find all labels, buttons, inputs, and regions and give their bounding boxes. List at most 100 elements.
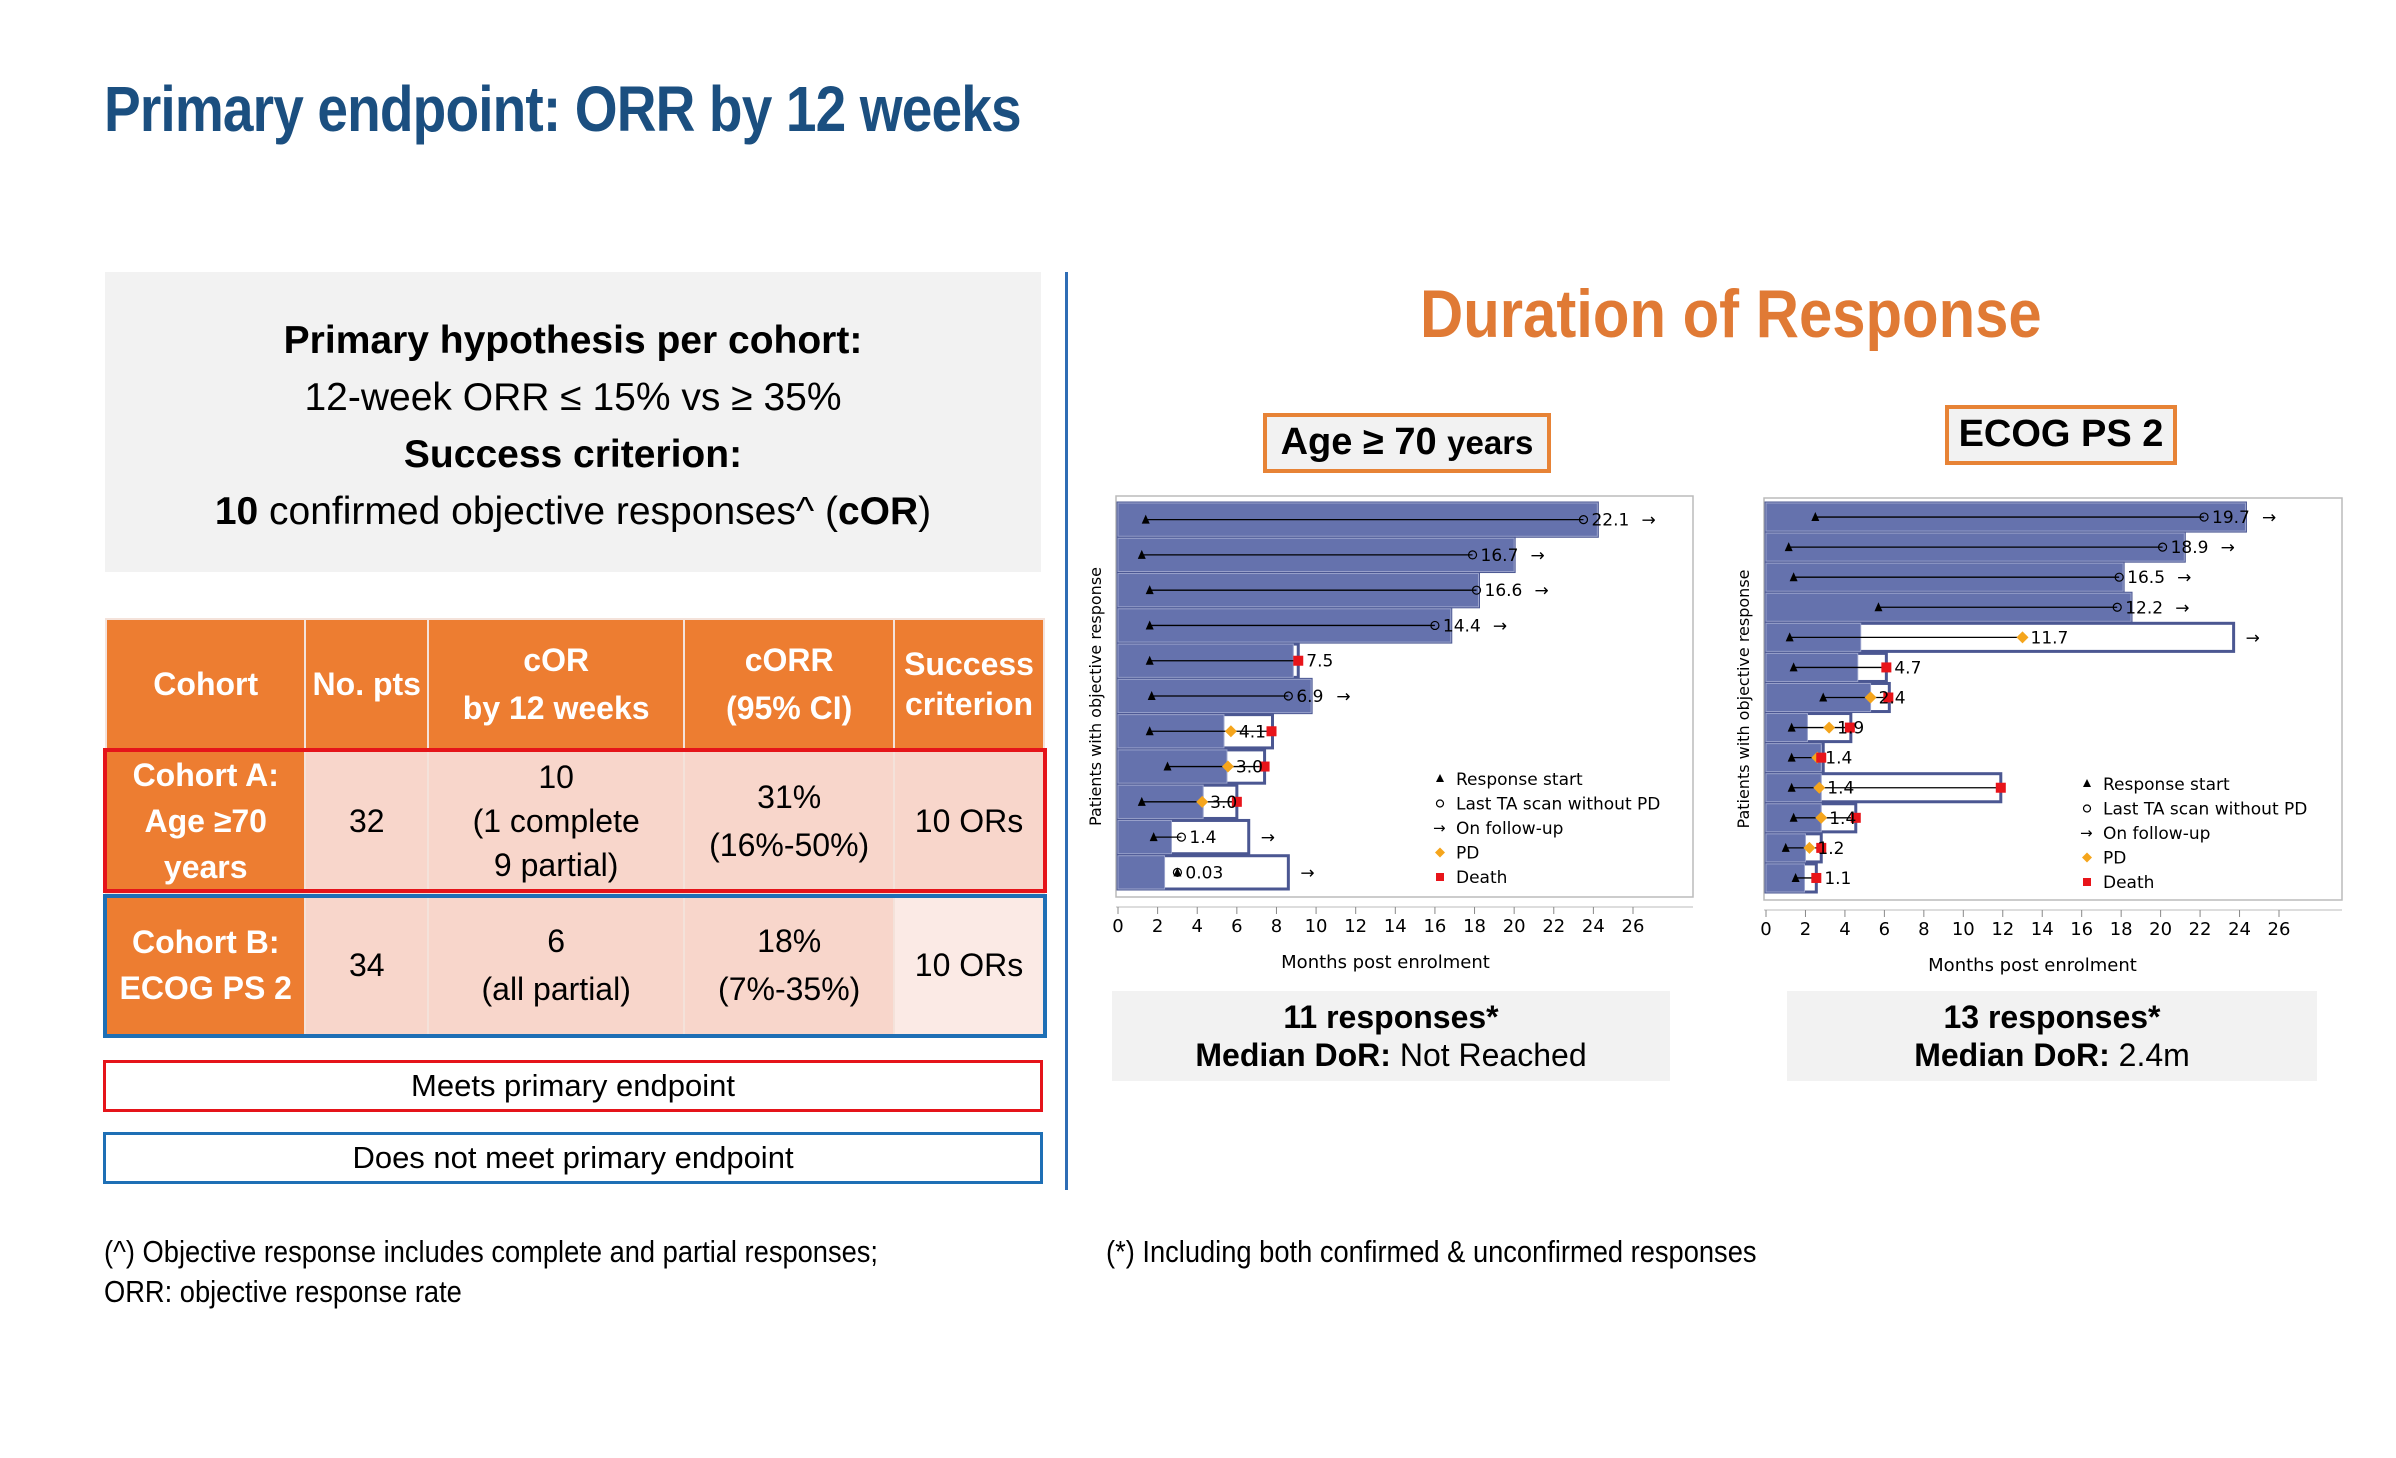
pd-marker xyxy=(1813,781,1826,794)
duration-label: 0.03 xyxy=(1185,863,1223,883)
response-start-marker xyxy=(1145,585,1154,595)
divider xyxy=(1065,272,1068,1190)
duration-label: 12.2 xyxy=(2125,598,2163,618)
response-start-marker xyxy=(1145,620,1154,630)
cohort-cell: Cohort A: Age ≥70 years xyxy=(104,748,307,894)
duration-label: 1.1 xyxy=(1824,869,1851,889)
death-marker xyxy=(1811,872,1822,883)
table-row-cohort-a: Cohort A: Age ≥70 years 32 10 (1 complete 9 … xyxy=(104,748,1045,894)
hypothesis-heading: Primary hypothesis per cohort: xyxy=(283,319,863,362)
follow-up-arrow: → xyxy=(1300,863,1314,883)
death-marker xyxy=(1266,726,1277,737)
x-tick-label: 14 xyxy=(1384,916,1407,937)
legend-label: PD xyxy=(2103,849,2126,869)
legend-label: Response start xyxy=(1456,770,1583,790)
last-scan-marker xyxy=(2157,542,2168,552)
duration-label: 22.1 xyxy=(1591,511,1629,531)
legend-circle-icon xyxy=(1435,799,1445,808)
summary-age: 11 responses* Median DoR: Not Reached xyxy=(1112,991,1670,1081)
x-tick-label: 12 xyxy=(1991,919,2014,940)
x-tick-label: 8 xyxy=(1918,919,1929,940)
corr-cell: 31% (16%-50%) xyxy=(683,748,896,894)
x-tick-label: 2 xyxy=(1152,916,1163,937)
legend-triangle-icon xyxy=(1436,774,1444,782)
legend-arrow-icon: → xyxy=(1433,819,1446,837)
legend-circle-icon xyxy=(2082,804,2092,813)
response-start-marker xyxy=(1791,872,1800,882)
y-axis-label: Patients with objective response xyxy=(1086,567,1105,826)
follow-up-arrow: → xyxy=(2221,538,2235,558)
duration-label: 14.4 xyxy=(1443,616,1481,636)
cohort-cell: Cohort B: ECOG PS 2 xyxy=(104,892,307,1038)
success-heading: Success criterion: xyxy=(403,433,743,476)
pd-marker xyxy=(1864,691,1877,704)
legend-square-icon xyxy=(2083,878,2091,886)
response-start-marker xyxy=(1145,655,1154,665)
hypothesis-box: Primary hypothesis per cohort: 12-week O… xyxy=(105,272,1041,572)
success-cell: 10 ORs xyxy=(893,748,1045,894)
x-tick-label: 0 xyxy=(1112,916,1123,937)
duration-label: 1.4 xyxy=(1827,779,1854,799)
x-tick-label: 24 xyxy=(2228,919,2251,940)
follow-up-arrow: → xyxy=(2175,598,2189,618)
duration-label: 2.4 xyxy=(1879,689,1906,709)
meets-highlight xyxy=(103,748,1047,893)
legend-not-meets: Does not meet primary endpoint xyxy=(103,1132,1043,1184)
response-start-marker xyxy=(1137,796,1146,806)
duration-label: 1.9 xyxy=(1837,719,1864,739)
duration-label: 19.7 xyxy=(2212,508,2250,528)
response-start-marker xyxy=(1811,512,1820,522)
cor-cell: 10 (1 complete 9 partial) xyxy=(427,748,686,894)
last-scan-marker xyxy=(2114,572,2124,582)
death-marker xyxy=(1883,692,1894,703)
table-row-cohort-b: Cohort B: ECOG PS 2 34 6 (all partial) 18%… xyxy=(104,892,1045,1038)
pd-marker xyxy=(1823,721,1836,734)
x-axis-label: Months post enrolment xyxy=(1281,952,1490,973)
footnote-left: (^) Objective response includes complete… xyxy=(104,1234,879,1309)
last-scan-marker xyxy=(1176,832,1186,842)
duration-label: 3.0 xyxy=(1210,793,1237,813)
x-tick-label: 6 xyxy=(1231,916,1242,937)
last-scan-marker xyxy=(1471,585,1482,595)
success-text: 10 confirmed objective responses^ (cOR) xyxy=(214,490,932,533)
response-start-marker xyxy=(1173,867,1182,877)
success-cell: 10 ORs xyxy=(893,892,1045,1038)
death-marker xyxy=(1231,796,1242,807)
response-start-marker xyxy=(1874,602,1883,612)
duration-label: 16.6 xyxy=(1485,581,1523,601)
page-title: Primary endpoint: ORR by 12 weeks xyxy=(104,73,1022,145)
corr-cell: 18% (7%-35%) xyxy=(683,892,896,1038)
death-marker xyxy=(1844,722,1855,733)
duration-label: 6.9 xyxy=(1296,687,1323,707)
x-tick-label: 20 xyxy=(2149,919,2172,940)
row-bar xyxy=(1117,855,1166,890)
death-marker xyxy=(1881,662,1892,673)
x-tick-label: 16 xyxy=(1423,916,1446,937)
header-cor: cOR by 12 weeks xyxy=(427,618,686,750)
pd-marker xyxy=(1196,795,1209,808)
response-start-marker xyxy=(1789,812,1798,822)
follow-up-arrow: → xyxy=(2246,628,2260,648)
death-marker xyxy=(1259,761,1270,772)
legend-diamond-icon xyxy=(2082,852,2092,863)
response-start-marker xyxy=(1789,662,1798,672)
death-marker xyxy=(1816,752,1827,763)
x-tick-label: 4 xyxy=(1839,919,1850,940)
n-cell: 34 xyxy=(304,892,430,1038)
response-start-marker xyxy=(1781,842,1790,852)
response-start-marker xyxy=(1145,726,1154,736)
panel-tag-ecog: ECOG PS 2 xyxy=(1945,405,2177,465)
header-no-pts: No. pts xyxy=(304,618,430,750)
x-tick-label: 24 xyxy=(1582,916,1605,937)
n-cell: 32 xyxy=(304,748,430,894)
response-start-marker xyxy=(1787,782,1796,792)
follow-up-arrow: → xyxy=(1531,546,1545,566)
follow-up-arrow: → xyxy=(1493,616,1507,636)
last-scan-marker xyxy=(1172,867,1183,877)
pd-marker xyxy=(1815,811,1828,824)
summary-ecog: 13 responses* Median DoR: 2.4m xyxy=(1787,991,2317,1081)
pd-marker xyxy=(1221,760,1234,773)
x-tick-label: 12 xyxy=(1344,916,1367,937)
legend-label: Death xyxy=(2103,873,2154,893)
x-axis-label: Months post enrolment xyxy=(1928,955,2137,976)
